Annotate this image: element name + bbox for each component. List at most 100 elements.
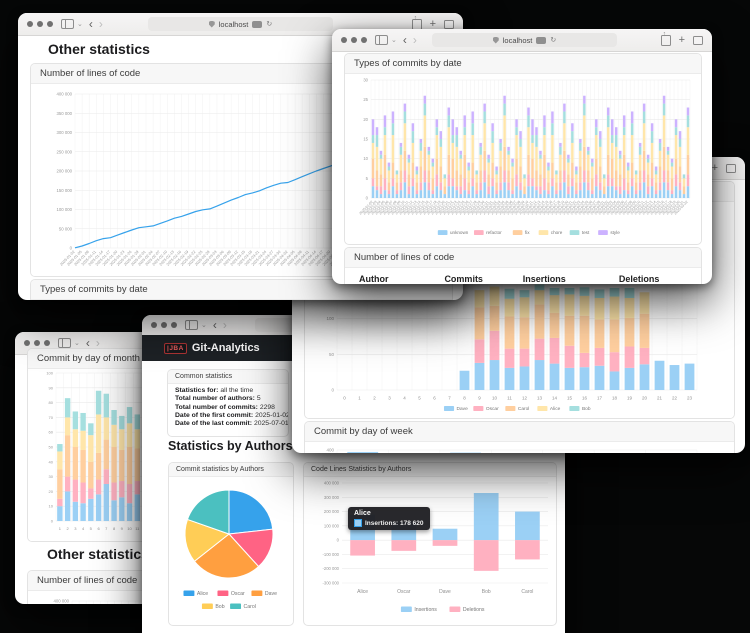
svg-text:1: 1	[358, 396, 361, 401]
svg-text:23: 23	[687, 396, 693, 401]
svg-text:Alice: Alice	[550, 406, 561, 412]
svg-text:5: 5	[90, 526, 93, 531]
stat-line: Total number of authors: 5	[175, 395, 261, 403]
svg-text:9: 9	[121, 526, 124, 531]
svg-text:300 000: 300 000	[56, 130, 72, 135]
svg-text:15: 15	[363, 137, 368, 142]
svg-text:12: 12	[522, 396, 528, 401]
svg-text:Deletions: Deletions	[463, 607, 485, 613]
svg-text:Dave: Dave	[457, 406, 469, 412]
back-button[interactable]: ‹	[85, 336, 90, 350]
sidebar-icon[interactable]	[58, 338, 71, 348]
types-of-commits-chart[interactable]: 0510152025302025-01-022025-01-032025-01-…	[345, 74, 697, 242]
share-icon[interactable]	[660, 31, 671, 46]
tabs-icon[interactable]	[726, 161, 738, 173]
svg-text:100: 100	[326, 316, 334, 321]
minimize-button[interactable]	[37, 21, 43, 27]
chevron-down-icon[interactable]: ⌄	[77, 21, 83, 28]
close-button[interactable]	[341, 37, 347, 43]
forward-button[interactable]: ›	[98, 17, 103, 31]
forward-button[interactable]: ›	[222, 318, 227, 332]
forward-button[interactable]: ›	[412, 33, 417, 47]
svg-text:3: 3	[388, 396, 391, 401]
minimize-button[interactable]	[34, 340, 40, 346]
minimize-button[interactable]	[161, 322, 167, 328]
address-bar[interactable]: localhost ↻	[148, 17, 333, 31]
svg-text:Oscar: Oscar	[397, 589, 411, 595]
address-bar[interactable]: localhost ↻	[432, 33, 617, 47]
card-title: Code Lines Statistics by Authors	[304, 463, 556, 477]
card-title: Commit statistics by Authors	[169, 463, 293, 477]
sidebar-icon[interactable]	[185, 320, 198, 330]
svg-text:6: 6	[433, 396, 436, 401]
day-of-week-chart[interactable]: 0100200300400MonTueWedThuFriSatSun	[305, 442, 732, 453]
new-tab-icon[interactable]: +	[711, 162, 718, 174]
close-button[interactable]	[151, 322, 157, 328]
code-lines-chart[interactable]: -300 000 -200 000 -100 000 0 100 000 200 000 3…	[304, 477, 554, 619]
svg-text:Alice: Alice	[197, 591, 208, 597]
reload-icon[interactable]: ↻	[550, 37, 557, 44]
svg-text:15: 15	[567, 396, 573, 401]
svg-text:400 000: 400 000	[53, 599, 69, 604]
back-button[interactable]: ‹	[212, 318, 217, 332]
zoom-button[interactable]	[44, 340, 50, 346]
svg-text:80: 80	[49, 400, 54, 405]
app-title: Git-Analytics	[191, 342, 260, 354]
svg-text:10: 10	[127, 526, 132, 531]
reload-icon[interactable]: ↻	[266, 21, 273, 28]
content-blocker-badge	[536, 36, 547, 44]
share-icon[interactable]	[411, 15, 422, 30]
new-tab-icon[interactable]: +	[429, 18, 436, 30]
svg-text:25: 25	[363, 97, 368, 102]
chevron-down-icon[interactable]: ⌄	[391, 37, 397, 44]
svg-text:0: 0	[366, 196, 369, 201]
svg-text:19: 19	[627, 396, 633, 401]
sidebar-icon[interactable]	[61, 19, 74, 29]
svg-text:100 000: 100 000	[324, 523, 340, 528]
new-tab-icon[interactable]: +	[678, 34, 685, 46]
close-button[interactable]	[24, 340, 30, 346]
authors-table: Author Commits Insertions Deletions Alic…	[345, 270, 701, 284]
svg-text:200 000: 200 000	[56, 169, 72, 174]
svg-text:5: 5	[418, 396, 421, 401]
svg-text:Oscar: Oscar	[486, 406, 499, 412]
svg-text:40: 40	[49, 459, 54, 464]
svg-text:50 000: 50 000	[59, 226, 73, 231]
tabs-icon[interactable]	[693, 33, 705, 45]
chevron-down-icon[interactable]: ⌄	[201, 322, 207, 329]
card-common-statistics: Common statistics Statistics for: all th…	[167, 369, 289, 437]
zoom-button[interactable]	[47, 21, 53, 27]
svg-text:50: 50	[49, 445, 54, 450]
svg-text:-100 000: -100 000	[322, 552, 339, 557]
svg-text:8: 8	[463, 396, 466, 401]
svg-text:100 000: 100 000	[56, 207, 72, 212]
svg-text:11: 11	[135, 526, 140, 531]
card-commit-by-day-of-week: Commit by day of week 0100200300400MonTu…	[304, 421, 735, 453]
svg-text:3: 3	[74, 526, 77, 531]
svg-text:0: 0	[337, 538, 340, 543]
minimize-button[interactable]	[351, 37, 357, 43]
authors-pie-chart[interactable]: Alice Oscar Dave Bob Carol	[169, 477, 291, 623]
svg-text:0: 0	[70, 246, 73, 251]
zoom-button[interactable]	[361, 37, 367, 43]
back-button[interactable]: ‹	[402, 33, 407, 47]
sidebar-icon[interactable]	[375, 35, 388, 45]
svg-text:14: 14	[552, 396, 558, 401]
forward-button[interactable]: ›	[95, 336, 100, 350]
svg-text:21: 21	[657, 396, 663, 401]
back-button[interactable]: ‹	[88, 17, 93, 31]
svg-text:8: 8	[113, 526, 116, 531]
close-button[interactable]	[27, 21, 33, 27]
tabs-icon[interactable]	[444, 17, 456, 29]
svg-text:100: 100	[46, 371, 53, 376]
card-commit-stats-by-authors: Commit statistics by Authors Alice Oscar D…	[168, 462, 294, 626]
card-types-of-commits: Types of commits by date 051015202530202…	[30, 279, 453, 300]
svg-text:Carol: Carol	[521, 589, 533, 595]
chevron-down-icon[interactable]: ⌄	[74, 340, 80, 347]
svg-text:Alice: Alice	[357, 589, 368, 595]
svg-text:250 000: 250 000	[56, 149, 72, 154]
svg-text:4: 4	[403, 396, 406, 401]
card-title: Common statistics	[168, 370, 288, 384]
zoom-button[interactable]	[171, 322, 177, 328]
svg-text:-300 000: -300 000	[322, 581, 339, 586]
